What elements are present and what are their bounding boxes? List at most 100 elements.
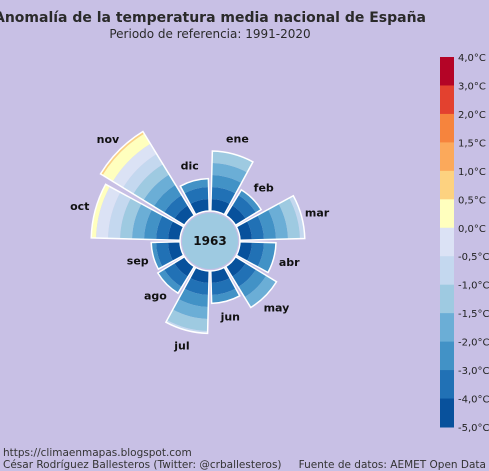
year-label: 1963 (193, 234, 226, 248)
legend-swatch-11 (440, 370, 454, 400)
bar-jul-band-0 (189, 267, 210, 283)
data-source: Fuente de datos: AEMET Open Data (299, 459, 486, 471)
bar-ene-band-0 (210, 199, 231, 215)
chart-subtitle: Periodo de referencia: 1991-2020 (109, 27, 310, 41)
bar-nov-band-1 (163, 194, 189, 220)
bar-may-band-3 (244, 275, 277, 308)
legend-swatch-8 (440, 284, 454, 314)
bar-feb-band-2 (238, 189, 262, 213)
author-credit: César Rodríguez Ballesteros (Twitter: @c… (3, 459, 282, 471)
month-label-oct: oct (70, 200, 89, 213)
month-label-may: may (264, 301, 290, 314)
legend-swatch-2 (440, 113, 454, 143)
legend-tick-12: -4,0°C (458, 395, 489, 406)
bar-ago-band-2 (157, 269, 182, 294)
legend-swatch-10 (440, 341, 454, 371)
bar-feb-band-0 (225, 205, 246, 226)
center-disc (182, 213, 238, 269)
legend-swatch-1 (440, 85, 454, 115)
month-label-sep: sep (127, 254, 149, 267)
bar-oct (90, 183, 185, 241)
bar-dic-band-0 (189, 199, 210, 215)
bar-oct-band-7 (91, 184, 110, 239)
legend-swatch-9 (440, 313, 454, 343)
bar-nov (99, 130, 196, 227)
bar-oct-band-4 (120, 198, 142, 239)
bar-nov-band-3 (143, 174, 176, 207)
month-label-mar: mar (305, 206, 330, 219)
color-legend: 4,0°C 3,0°C 2,0°C 1,5°C 1,0°C 0,5°C 0,0°C -0,5°… (440, 53, 489, 434)
bar-mar-band-0 (236, 220, 252, 241)
legend-tick-3: 1,5°C (458, 138, 486, 149)
bar-mar-band-2 (257, 209, 276, 240)
bar-ago (156, 255, 196, 295)
month-label-nov: nov (97, 133, 120, 146)
month-labels: ene feb mar abr may jun jul ago sep oct nov dic (70, 133, 330, 353)
bar-sep-band-2 (151, 242, 163, 270)
bar-jul-band-4 (167, 309, 208, 331)
legend-swatch-3 (440, 142, 454, 172)
legend-swatch-6 (440, 227, 454, 257)
bar-abr-band-1 (246, 242, 264, 267)
bar-ene-band-1 (211, 187, 236, 205)
month-label-jun: jun (220, 311, 240, 324)
bar-nov-band-5 (123, 154, 163, 194)
bar-oct-band-1 (156, 215, 174, 240)
bar-jul-band-3 (172, 299, 209, 319)
bar-ene-band-3 (211, 163, 248, 183)
bar-jul-band-1 (184, 277, 209, 295)
bar-oct-band-5 (108, 192, 131, 239)
bar-feb (224, 188, 263, 227)
bar-ene-band-4 (212, 151, 253, 173)
bar-may-band-2 (238, 269, 267, 298)
bar-mar-band-3 (268, 203, 288, 240)
bar-ago-band-1 (163, 262, 189, 288)
bar-may-band-0 (225, 256, 246, 277)
legend-tick-9: -1,5°C (458, 309, 489, 320)
bar-feb-band-1 (231, 194, 257, 220)
legend-swatch-12 (440, 398, 454, 428)
month-label-dic: dic (181, 159, 199, 172)
bar-oct-band-3 (132, 203, 152, 240)
bar-ene-band-2 (211, 175, 242, 194)
bar-may-band-1 (231, 262, 257, 288)
bar-jun-band-0 (210, 267, 231, 283)
bar-jul-band-2 (178, 288, 209, 307)
month-label-jul: jul (173, 340, 189, 353)
legend-swatch-5 (440, 199, 454, 229)
bar-mar-band-1 (246, 215, 264, 240)
bar-may (224, 255, 278, 309)
bar-dic-band-2 (180, 178, 209, 194)
legend-tick-4: 1,0°C (458, 167, 486, 178)
bar-nov-band-8 (100, 131, 145, 176)
legend-swatch-0 (440, 57, 454, 86)
month-label-ago: ago (144, 290, 167, 303)
bar-jun-band-2 (211, 288, 240, 304)
blog-url: https://climaenmapas.blogspot.com (3, 447, 192, 459)
bar-oct-band-6 (96, 186, 121, 239)
bar-abr-band-0 (236, 241, 252, 262)
bar-abr (235, 241, 277, 274)
legend-tick-7: -0,5°C (458, 252, 489, 263)
legend-tick-6: 0,0°C (458, 224, 486, 235)
bar-oct-band-0 (168, 220, 184, 241)
bar-nov-band-7 (102, 133, 151, 182)
bar-nov-band-0 (174, 205, 195, 226)
bar-ene (210, 150, 254, 216)
bar-nov-band-2 (153, 184, 182, 213)
month-label-feb: feb (254, 181, 274, 194)
bar-dic-band-1 (184, 187, 209, 205)
legend-swatch-7 (440, 256, 454, 286)
bar-ago-band-0 (174, 256, 195, 277)
legend-tick-8: -1,0°C (458, 281, 489, 292)
bar-nov-band-6 (112, 143, 157, 188)
month-label-abr: abr (279, 256, 300, 269)
legend-tick-1: 3,0°C (458, 81, 486, 92)
legend-tick-10: -2,0°C (458, 338, 489, 349)
legend-tick-11: -3,0°C (458, 366, 489, 377)
chart-title: Anomalía de la temperatura media naciona… (0, 10, 426, 26)
bar-jul-band-5 (165, 320, 208, 334)
bar-mar (235, 194, 306, 241)
bar-jun (210, 266, 241, 305)
bar-mar-band-5 (289, 195, 305, 239)
